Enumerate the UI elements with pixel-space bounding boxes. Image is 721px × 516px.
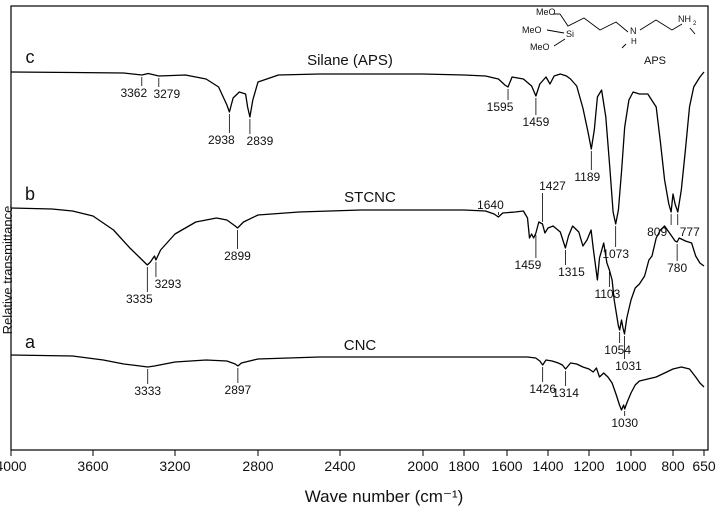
peak-label-1031: 1031 (615, 359, 642, 373)
x-tick-label-1400: 1400 (532, 458, 563, 474)
inset-ethyl-chain (639, 19, 683, 31)
peak-label-2899: 2899 (224, 249, 251, 263)
inset-si: Si (566, 29, 574, 39)
x-tick-label-2000: 2000 (407, 458, 438, 474)
inset-bond-stub-left (621, 43, 627, 49)
peak-label-1189: 1189 (574, 170, 600, 184)
inset-meo-top: MeO (536, 7, 556, 17)
peak-label-777: 777 (680, 225, 700, 239)
x-tick-label-1800: 1800 (448, 458, 479, 474)
inset-meo-bottom: MeO (530, 42, 550, 52)
inset-nh: NH (678, 14, 691, 24)
peak-label-1103: 1103 (594, 287, 620, 301)
peak-label-809: 809 (647, 225, 667, 239)
x-tick-label-1000: 1000 (615, 458, 646, 474)
series-letter-a: a (25, 332, 36, 352)
peak-label-3333: 3333 (134, 384, 161, 398)
x-tick-label-3600: 3600 (77, 458, 108, 474)
peak-label-3279: 3279 (153, 87, 180, 101)
x-tick-label-3200: 3200 (159, 458, 190, 474)
series-letter-c: c (26, 47, 35, 67)
x-tick-label-2400: 2400 (324, 458, 355, 474)
peak-label-1427: 1427 (539, 179, 566, 193)
series-name-a: CNC (344, 337, 377, 354)
peak-label-780: 780 (667, 261, 687, 275)
series-letter-b: b (25, 184, 35, 204)
y-axis-label: Relative transmittance (0, 206, 15, 335)
x-tick-label-650: 650 (692, 458, 716, 474)
peak-label-1030: 1030 (611, 416, 638, 430)
aps-structure-inset: MeO MeO MeO Si N H NH 2 APS (522, 7, 697, 67)
peak-label-2839: 2839 (247, 134, 274, 148)
spectrum-line-b (10, 207, 705, 335)
x-tick-label-1200: 1200 (573, 458, 604, 474)
x-tick-label-1600: 1600 (491, 458, 522, 474)
inset-propyl-chain (559, 13, 629, 33)
x-axis: 4000 3600 3200 2800 2400 2000 1800 1600 1400 1200… (0, 450, 716, 474)
peak-label-2897: 2897 (225, 383, 252, 397)
inset-bond-meo-mid (546, 29, 565, 34)
inset-bond-stub-right (689, 27, 696, 35)
spectra-group: c Silane (APS) b STCNC a CNC (10, 47, 705, 411)
peak-label-1459: 1459 (523, 115, 550, 129)
peak-label-1315: 1315 (558, 265, 585, 279)
plot-frame (10, 5, 709, 451)
inset-n: N (630, 26, 637, 36)
x-tick-label-4000: 4000 (0, 458, 27, 474)
inset-h: H (631, 37, 637, 46)
peak-label-1459: 1459 (515, 258, 542, 272)
peak-label-3362: 3362 (120, 86, 147, 100)
peak-label-group: 3362 3279 2938 2839 1595 1459 1189 1073 809 777 33… (120, 77, 700, 430)
inset-caption: APS (644, 55, 666, 67)
peak-label-3293: 3293 (155, 277, 182, 291)
peak-label-1640: 1640 (477, 198, 504, 212)
peak-label-1073: 1073 (602, 247, 629, 261)
x-tick-label-800: 800 (661, 458, 685, 474)
peak-label-1426: 1426 (529, 382, 556, 396)
series-name-b: STCNC (344, 189, 396, 206)
peak-label-1054: 1054 (604, 343, 631, 357)
spectrum-line-a (10, 354, 705, 411)
x-tick-label-2800: 2800 (242, 458, 273, 474)
x-axis-label: Wave number (cm⁻¹) (305, 487, 464, 506)
spectrum-line-c (10, 71, 705, 225)
inset-subscript: 2 (693, 21, 697, 27)
peak-label-3335: 3335 (126, 292, 153, 306)
series-name-c: Silane (APS) (307, 52, 393, 69)
peak-label-1595: 1595 (487, 100, 514, 114)
inset-bond-meo-bot (553, 38, 566, 47)
peak-label-1314: 1314 (552, 386, 579, 400)
peak-label-2938: 2938 (208, 133, 235, 147)
inset-meo-middle: MeO (522, 25, 542, 35)
